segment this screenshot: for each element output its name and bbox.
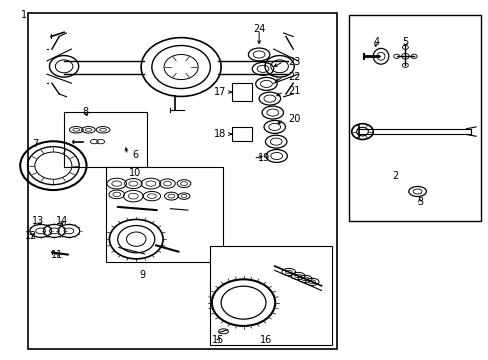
Text: 6: 6 (132, 150, 138, 160)
Text: 17: 17 (213, 87, 225, 97)
Bar (348, 15, 480, 221)
Bar (64, 112, 147, 167)
Text: 9: 9 (139, 270, 145, 280)
Text: 12: 12 (25, 231, 37, 240)
Bar (232, 83, 251, 101)
Text: 14: 14 (56, 216, 68, 226)
Text: 19: 19 (258, 153, 270, 163)
Text: 23: 23 (288, 57, 300, 67)
Text: 15: 15 (212, 335, 224, 345)
Text: 11: 11 (51, 250, 63, 260)
Text: 5: 5 (402, 37, 407, 47)
Text: 20: 20 (288, 114, 300, 124)
Bar (105, 167, 222, 262)
Text: 3: 3 (416, 197, 422, 207)
Bar (210, 246, 331, 345)
Text: 13: 13 (32, 216, 44, 226)
Text: 24: 24 (252, 24, 265, 35)
Bar (27, 13, 336, 348)
Text: 8: 8 (82, 107, 88, 117)
Text: 21: 21 (288, 86, 300, 96)
Text: 16: 16 (260, 335, 272, 345)
Text: 7: 7 (33, 139, 39, 149)
Text: 10: 10 (128, 168, 141, 178)
Text: 2: 2 (392, 171, 398, 181)
Text: 18: 18 (213, 129, 225, 139)
Text: 1: 1 (21, 10, 27, 20)
Bar (232, 127, 251, 141)
Text: 4: 4 (372, 37, 378, 47)
Text: 22: 22 (288, 72, 300, 82)
